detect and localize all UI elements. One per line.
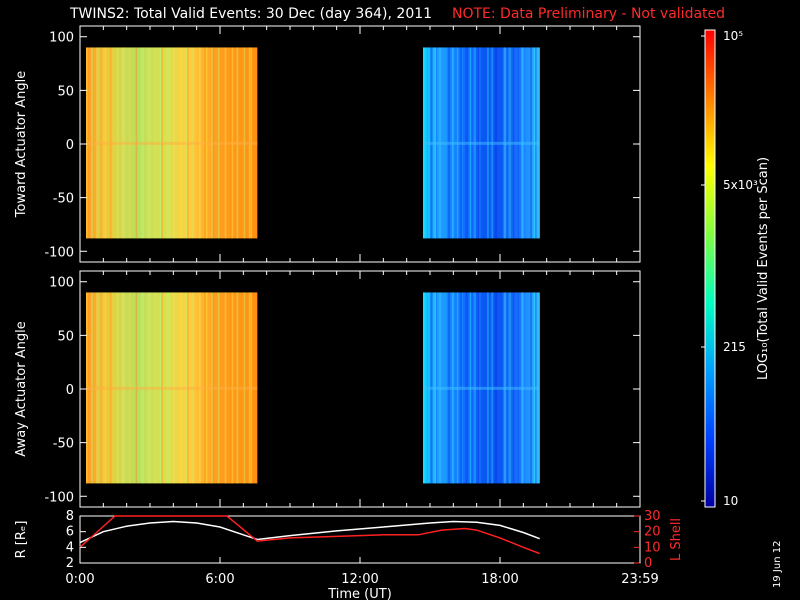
colorbar-tick-label: 215 bbox=[723, 340, 746, 354]
title-note: NOTE: Data Preliminary - Not validated bbox=[452, 6, 726, 22]
colorbar-label: LOG₁₀(Total Valid Events per Scan) bbox=[756, 157, 771, 380]
y-axis-label: Toward Actuator Angle bbox=[14, 71, 29, 218]
l-shell-line bbox=[79, 515, 540, 555]
right-axis-label: L Shell bbox=[669, 518, 684, 561]
y-tick-label: -100 bbox=[44, 490, 74, 505]
y-tick-label: 50 bbox=[57, 329, 74, 344]
x-tick-label: 18:00 bbox=[481, 572, 518, 587]
colorbar-scale bbox=[704, 29, 716, 508]
y-axis-label: Away Actuator Angle bbox=[14, 321, 29, 456]
y-tick-label: 100 bbox=[49, 276, 74, 291]
y-tick-label: 100 bbox=[49, 31, 74, 46]
left-tick-label: 8 bbox=[66, 509, 74, 524]
colorbar-tick-label: 10 bbox=[723, 494, 738, 508]
left-axis-label: R [Rₑ] bbox=[14, 521, 29, 559]
colorbar-tick-label: 10⁵ bbox=[723, 29, 743, 43]
x-tick-label: 12:00 bbox=[341, 572, 378, 587]
orbit-frame bbox=[79, 515, 641, 564]
right-tick-label: 10 bbox=[644, 540, 661, 555]
x-tick-label: 6:00 bbox=[205, 572, 234, 587]
x-tick-label: 23:59 bbox=[621, 572, 658, 587]
y-tick-label: -50 bbox=[53, 437, 74, 452]
left-tick-label: 4 bbox=[66, 540, 74, 555]
title-main: TWINS2: Total Valid Events: 30 Dec (day … bbox=[70, 6, 433, 22]
zero-band bbox=[423, 386, 540, 390]
left-tick-label: 6 bbox=[66, 525, 74, 540]
x-tick-label: 0:00 bbox=[65, 572, 94, 587]
left-tick-label: 2 bbox=[66, 556, 74, 571]
y-tick-label: -100 bbox=[44, 245, 74, 260]
y-tick-label: 50 bbox=[57, 84, 74, 99]
footer-date: 19 Jun 12 bbox=[772, 540, 783, 588]
right-tick-label: 0 bbox=[644, 556, 652, 571]
x-axis-label: Time (UT) bbox=[327, 587, 392, 600]
r-distance-line bbox=[79, 520, 540, 544]
zero-band bbox=[86, 141, 258, 145]
right-tick-label: 20 bbox=[644, 525, 661, 540]
zero-band bbox=[86, 386, 258, 390]
right-tick-label: 30 bbox=[644, 509, 661, 524]
y-tick-label: -50 bbox=[53, 192, 74, 207]
y-tick-label: 0 bbox=[66, 383, 74, 398]
zero-band bbox=[423, 141, 540, 145]
y-tick-label: 0 bbox=[66, 138, 74, 153]
colorbar-tick-label: 5x10³ bbox=[723, 178, 758, 192]
